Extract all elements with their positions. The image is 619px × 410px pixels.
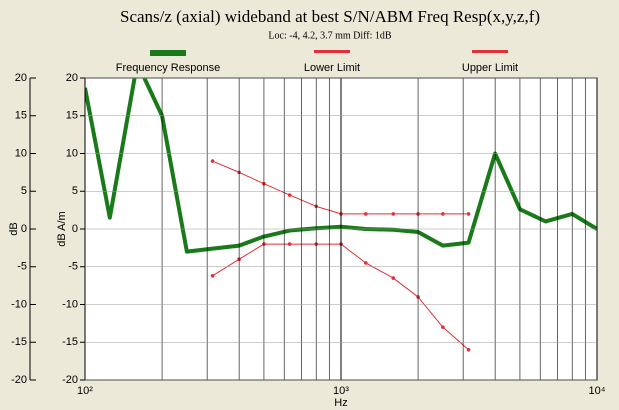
y2-tick-label: -10 xyxy=(62,298,78,310)
series-marker xyxy=(391,276,396,280)
series-marker xyxy=(287,193,292,197)
y-tick-label: 10 xyxy=(15,147,27,159)
y2-tick-label: 0 xyxy=(72,223,78,235)
series-marker xyxy=(210,274,215,278)
legend-label: Frequency Response xyxy=(116,62,221,74)
legend-swatch xyxy=(314,50,350,53)
x-tick-label: 10⁴ xyxy=(589,385,606,397)
chart-subtitle: Loc: -4, 4.2, 3.7 mm Diff: 1dB xyxy=(268,30,391,41)
y-tick-label: 15 xyxy=(15,110,27,122)
y-tick-label: -15 xyxy=(11,336,27,348)
x-tick-label: 10³ xyxy=(333,385,349,397)
y2-tick-label: -15 xyxy=(62,336,78,348)
y2-tick-label: 5 xyxy=(72,185,78,197)
y-tick-label: -10 xyxy=(11,298,27,310)
series-marker xyxy=(466,348,471,352)
series-marker xyxy=(210,159,215,163)
legend-swatch xyxy=(472,50,508,53)
legend-label: Lower Limit xyxy=(304,62,360,74)
y2-axis-label: dB A/m xyxy=(56,211,68,246)
legend-label: Upper Limit xyxy=(462,62,518,74)
y2-tick-label: 15 xyxy=(66,110,78,122)
y-tick-label: 5 xyxy=(21,185,27,197)
series-marker xyxy=(391,212,396,216)
y-tick-label: -5 xyxy=(17,261,27,273)
y-tick-label: 20 xyxy=(15,72,27,84)
chart-title: Scans/z (axial) wideband at best S/N/ABM… xyxy=(120,7,540,26)
series-marker xyxy=(466,212,471,216)
y-tick-label: -20 xyxy=(11,374,27,386)
series-marker xyxy=(441,212,445,216)
series-marker xyxy=(287,242,292,246)
y2-tick-label: -5 xyxy=(68,261,78,273)
y2-tick-label: 20 xyxy=(66,72,78,84)
series-marker xyxy=(364,212,368,216)
x-tick-label: 10² xyxy=(77,385,93,397)
legend-swatch xyxy=(150,50,186,56)
y-tick-label: 0 xyxy=(21,223,27,235)
y-axis-label: dB xyxy=(8,222,20,235)
x-axis-label: Hz xyxy=(334,397,347,409)
series-marker xyxy=(364,261,368,265)
series-marker xyxy=(441,325,445,329)
y2-tick-label: -20 xyxy=(62,374,78,386)
y2-tick-label: 10 xyxy=(66,147,78,159)
